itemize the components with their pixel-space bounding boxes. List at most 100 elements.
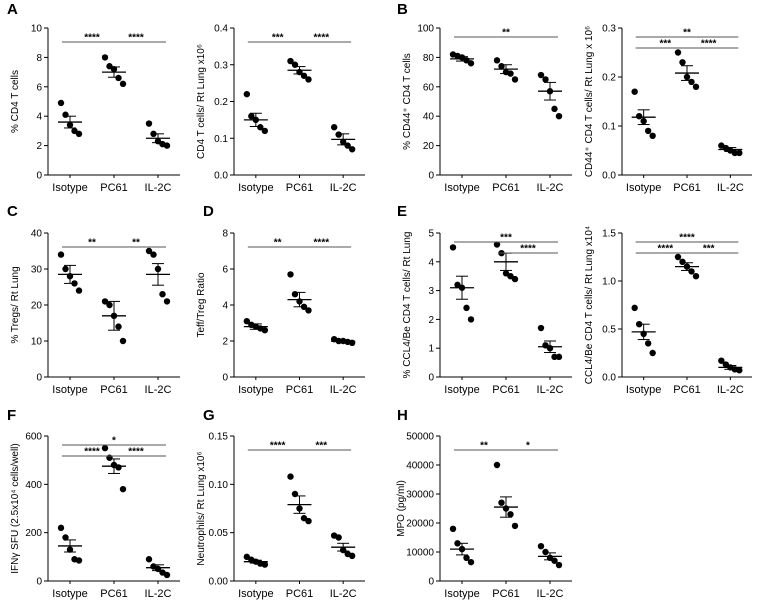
y-tick-label: 4 [428,257,434,268]
data-point [305,517,312,525]
y-tick-label: 0.1 [602,122,616,133]
y-tick-label: 8 [36,53,42,64]
data-point [57,251,65,258]
y-tick-label: 1.0 [602,277,616,288]
category-label: IL-2C [717,384,744,396]
data-point [57,99,65,107]
category-label: IL-2C [330,182,357,194]
data-point [542,76,549,83]
data-point [115,74,122,82]
category-label: Isotype [626,384,661,396]
category-label: PC61 [100,588,128,600]
data-point [537,324,545,332]
y-tick-label: 1.5 [602,229,616,240]
significance-label: **** [520,244,536,255]
data-point [692,273,700,280]
y-tick-label: 2 [222,337,228,348]
data-point [635,113,643,120]
y-tick-label: 0.3 [214,60,228,71]
y-axis-label: % CD44⁺ CD4 T cells [402,53,413,150]
data-point [348,146,356,153]
data-point [493,241,501,248]
category-label: Isotype [238,182,273,194]
data-point [348,552,356,560]
panel-h: H 0 10000 20000 30000 40000 50000 MPO (pg/ml) Is… [396,407,572,600]
category-label: IL-2C [145,384,172,396]
y-tick-label: 10000 [406,548,434,559]
category-label: IL-2C [330,384,357,396]
y-axis-label: % Tregs/ Rt Lung [10,266,21,343]
y-axis-label: MPO (pg/ml) [396,480,407,537]
data-point [119,337,127,345]
data-point [551,557,558,564]
y-tick-label: 5 [428,229,434,240]
y-tick-label: 6 [36,82,42,93]
data-point [101,298,109,305]
data-point [119,485,127,493]
significance-label: **** [658,244,674,255]
y-tick-label: 0.3 [602,24,616,35]
panel-letter: G [203,407,215,424]
panel-a2: 0.0 0.1 0.2 0.3 0.4 CD4 T cells/ Rt Lung x10⁶… [196,24,365,194]
panel-letter: C [7,203,18,220]
significance-label: **** [128,33,144,44]
significance-label: *** [315,441,327,452]
y-axis-label: IFNγ SFU (2.5x10⁴ cells/well) [10,443,21,573]
data-point [305,76,312,83]
category-label: Isotype [238,384,273,396]
category-label: Isotype [444,182,479,194]
data-point [257,124,264,131]
category-label: PC61 [286,384,314,396]
significance-label: *** [272,33,284,44]
y-tick-label: 0.15 [209,432,229,443]
y-tick-label: 40 [31,229,43,240]
y-tick-label: 30 [31,265,43,276]
data-point [644,127,652,135]
y-tick-label: 0.0 [214,171,228,182]
data-point [736,149,743,157]
panel-e1: E 0 1 2 3 4 5 % CCL4/Be CD4 T cells/ Rt Lung Iso… [397,203,572,396]
panel-letter: F [7,407,16,424]
data-point [467,60,475,67]
y-tick-label: 4 [36,112,42,123]
data-point [163,571,171,579]
data-point [335,534,342,541]
y-tick-label: 10 [31,337,43,348]
y-tick-label: 20 [31,301,43,312]
significance-label: ** [88,238,96,249]
y-tick-label: 0 [36,171,42,182]
y-axis-label: CD44⁺ CD4 T cells/ Rt Lung x 10⁶ [584,26,595,177]
significance-label: *** [703,244,715,255]
data-point [57,524,65,532]
data-point [644,340,652,347]
significance-label: **** [314,238,330,249]
data-point [542,548,549,556]
data-point [551,353,558,361]
category-label: Isotype [444,384,479,396]
significance-label: **** [270,441,286,452]
data-point [449,244,457,251]
category-label: IL-2C [145,182,172,194]
significance-label: ** [274,238,282,249]
data-point [145,247,153,255]
data-point [449,525,457,532]
y-axis-label: Teff/Treg Ratio [196,272,207,337]
significance-label: **** [701,39,717,50]
panel-b2: 0.0 0.1 0.2 0.3 CD44⁺ CD4 T cells/ Rt Lung x… [584,24,752,194]
significance-label: ** [683,28,691,39]
category-label: Isotype [238,588,273,600]
category-label: PC61 [492,588,520,600]
data-point [679,59,686,66]
y-tick-label: 0 [222,373,228,384]
y-tick-label: 40 [423,112,435,123]
y-tick-label: 40000 [406,461,434,472]
y-tick-label: 0.00 [209,577,229,588]
data-point [261,561,269,568]
data-point [145,120,153,127]
y-tick-label: 0 [428,171,434,182]
significance-label: **** [84,447,100,458]
y-tick-label: 400 [25,480,42,491]
data-point [551,105,558,113]
